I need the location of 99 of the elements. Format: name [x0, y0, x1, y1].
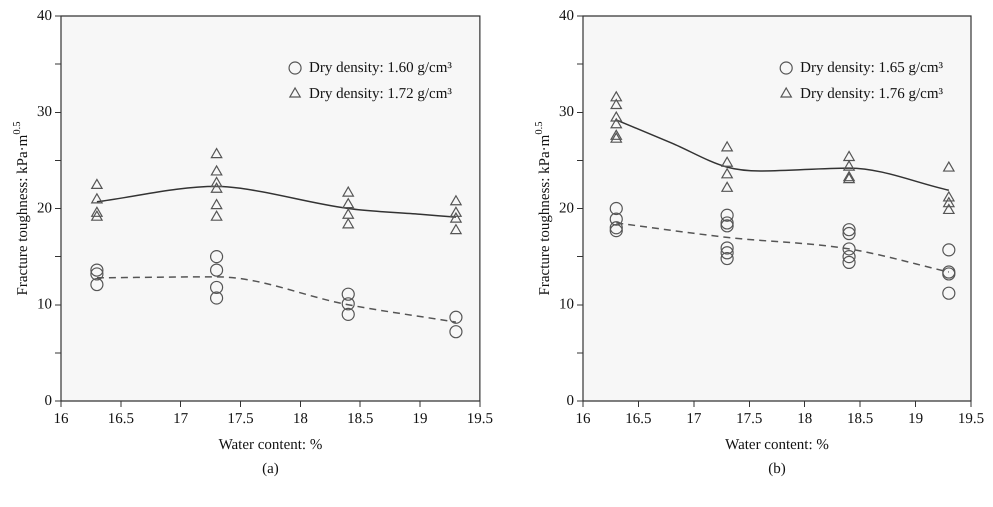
point [450, 224, 462, 234]
point [342, 308, 355, 321]
point [610, 202, 623, 216]
y-tick-label: 30 [37, 104, 52, 120]
point [720, 208, 734, 222]
y-tick-label: 20 [37, 200, 52, 216]
point [610, 111, 622, 122]
point [842, 223, 856, 236]
y-tick-label: 10 [37, 296, 52, 313]
point [720, 216, 734, 230]
point [342, 288, 355, 301]
point [720, 241, 734, 255]
point [450, 212, 462, 223]
point [210, 210, 222, 221]
y-tick-label: 0 [566, 392, 574, 409]
point [91, 178, 103, 189]
x-tick-label: 19 [412, 410, 428, 427]
point [450, 195, 462, 206]
text: (a) [262, 460, 279, 477]
x-tick-label: 16.5 [625, 410, 652, 427]
point [610, 130, 622, 140]
point [721, 156, 733, 167]
point [610, 224, 623, 238]
legend-label: Dry density: 1.76 g/cm³ [800, 86, 944, 102]
point [942, 243, 956, 256]
y-tick-label: 40 [37, 8, 52, 24]
legend-label: Dry density: 1.60 g/cm³ [309, 60, 452, 76]
point [942, 286, 956, 300]
point [843, 150, 855, 162]
point [342, 208, 354, 219]
point [210, 264, 224, 277]
point [210, 148, 222, 158]
x-axis-title: Water content: % [218, 436, 322, 453]
point [943, 161, 955, 172]
point [449, 325, 463, 338]
point [91, 193, 103, 204]
point [842, 242, 856, 256]
x-tick-label: 17 [173, 410, 189, 427]
point [342, 198, 354, 208]
point [342, 218, 354, 228]
legend-label: Dry density: 1.72 g/cm³ [309, 86, 452, 102]
point [720, 246, 734, 260]
point [610, 98, 622, 110]
x-tick-label: 17.5 [227, 410, 254, 427]
point [210, 250, 224, 264]
legend-label: Dry density: 1.65 g/cm³ [800, 60, 944, 76]
x-tick-label: 17 [686, 410, 702, 427]
y-tick-label: 20 [559, 200, 574, 216]
point [843, 160, 855, 171]
point [210, 199, 222, 210]
point [943, 197, 955, 208]
point [721, 182, 733, 192]
y-axis-title: Fracture toughness: kPa·m0.5 [12, 122, 31, 296]
point [720, 219, 734, 232]
x-tick-label: 16 [54, 410, 69, 427]
point [342, 297, 355, 310]
point [842, 256, 856, 269]
point [721, 168, 733, 178]
point [90, 264, 104, 277]
point [610, 221, 623, 234]
point [720, 252, 734, 266]
x-tick-label: 18.5 [847, 410, 874, 427]
x-tick-label: 19.5 [466, 410, 493, 427]
point [610, 132, 622, 143]
point [90, 267, 104, 281]
point [90, 278, 104, 292]
x-tick-label: 18 [797, 410, 812, 427]
point [210, 291, 224, 305]
x-axis-title: Water content: % [725, 436, 829, 453]
point [91, 206, 103, 217]
x-tick-label: 19 [908, 410, 924, 427]
point [449, 310, 463, 324]
y-axis-title: Fracture toughness: kPa·m0.5 [534, 122, 553, 296]
x-tick-label: 18.5 [347, 410, 374, 427]
y-tick-label: 40 [559, 8, 574, 24]
point [943, 204, 955, 214]
x-tick-label: 19.5 [958, 410, 984, 427]
point [610, 91, 622, 102]
text: (b) [768, 460, 786, 477]
point [610, 118, 622, 128]
point [450, 206, 462, 217]
x-tick-label: 18 [292, 410, 308, 427]
point [943, 191, 955, 202]
y-tick-label: 0 [44, 392, 52, 409]
point [610, 212, 623, 226]
point [210, 280, 224, 294]
x-tick-label: 16.5 [108, 410, 134, 427]
point [210, 176, 222, 188]
y-tick-label: 10 [559, 296, 574, 313]
x-tick-label: 16 [576, 410, 591, 427]
point [210, 182, 222, 193]
point [342, 186, 354, 197]
y-tick-label: 30 [559, 104, 574, 120]
point [842, 226, 856, 240]
point [721, 141, 733, 152]
point [842, 250, 856, 264]
point [210, 165, 222, 176]
x-tick-label: 17.5 [736, 410, 762, 427]
point [91, 210, 103, 221]
